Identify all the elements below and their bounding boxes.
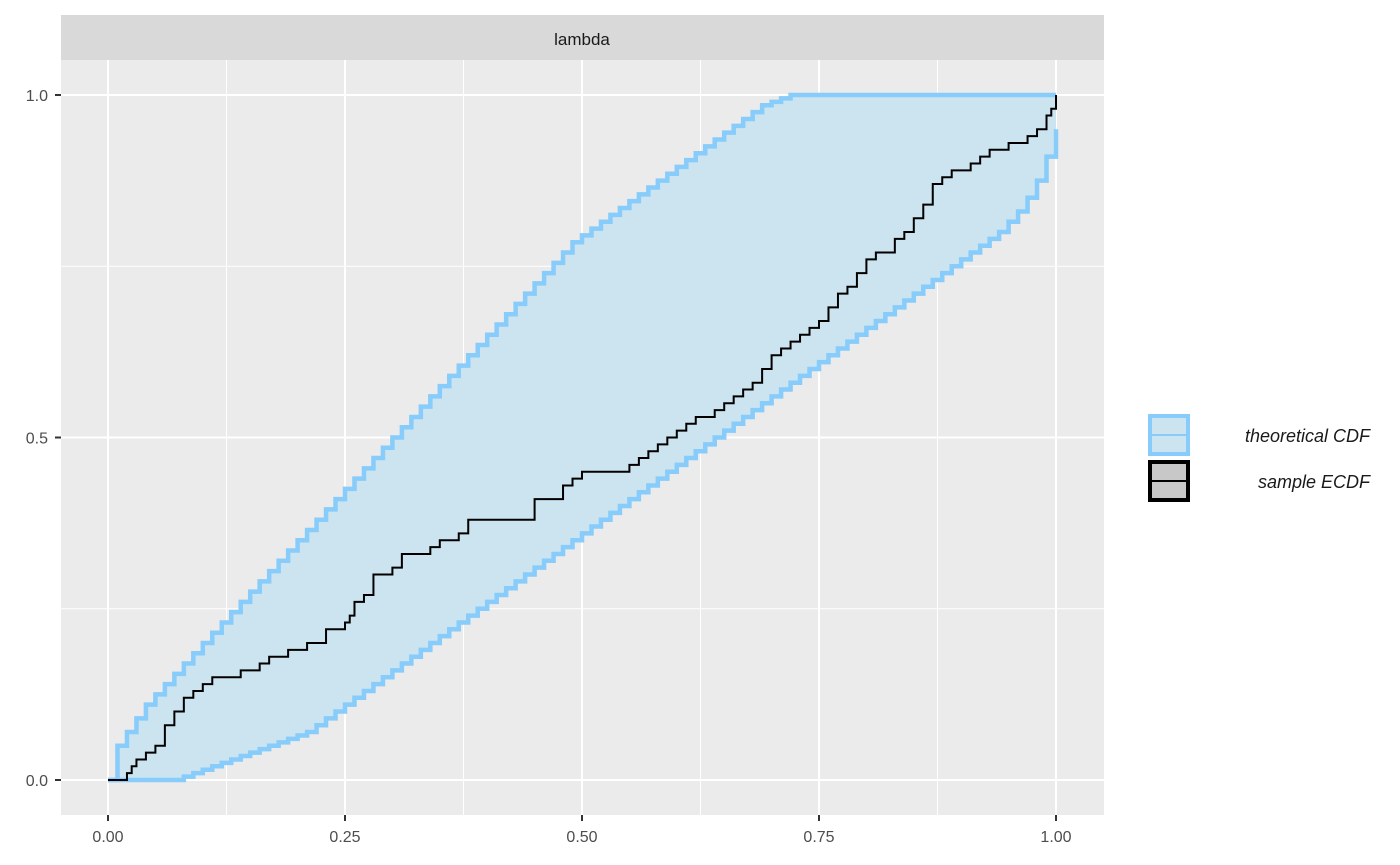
legend-label-sample: sample ECDF	[1258, 472, 1371, 492]
legend: theoretical CDF sample ECDF	[1148, 414, 1371, 502]
x-tick-label: 0.25	[329, 829, 360, 846]
theoretical-cdf-band	[108, 95, 1056, 780]
legend-label-theoretical: theoretical CDF	[1245, 426, 1371, 446]
strip-label: lambda	[554, 30, 610, 49]
x-tick-label: 0.00	[92, 829, 123, 846]
y-axis: 0.0 0.5 1.0	[26, 88, 61, 790]
x-tick-label: 0.75	[803, 829, 834, 846]
sample-ecdf-line	[108, 95, 1057, 781]
x-tick-label: 1.00	[1040, 829, 1071, 846]
legend-item-theoretical: theoretical CDF	[1148, 414, 1371, 456]
x-tick-label: 0.50	[566, 829, 597, 846]
y-tick-label: 1.0	[26, 88, 48, 105]
y-tick-label: 0.0	[26, 773, 48, 790]
legend-item-sample: sample ECDF	[1148, 460, 1371, 502]
theoretical-cdf-upper-line	[108, 92, 1056, 783]
y-tick-label: 0.5	[26, 431, 48, 448]
strip-background	[61, 15, 1104, 60]
theoretical-cdf-lower-line	[108, 129, 1059, 783]
x-axis: 0.00 0.25 0.50 0.75 1.00	[92, 815, 1072, 846]
